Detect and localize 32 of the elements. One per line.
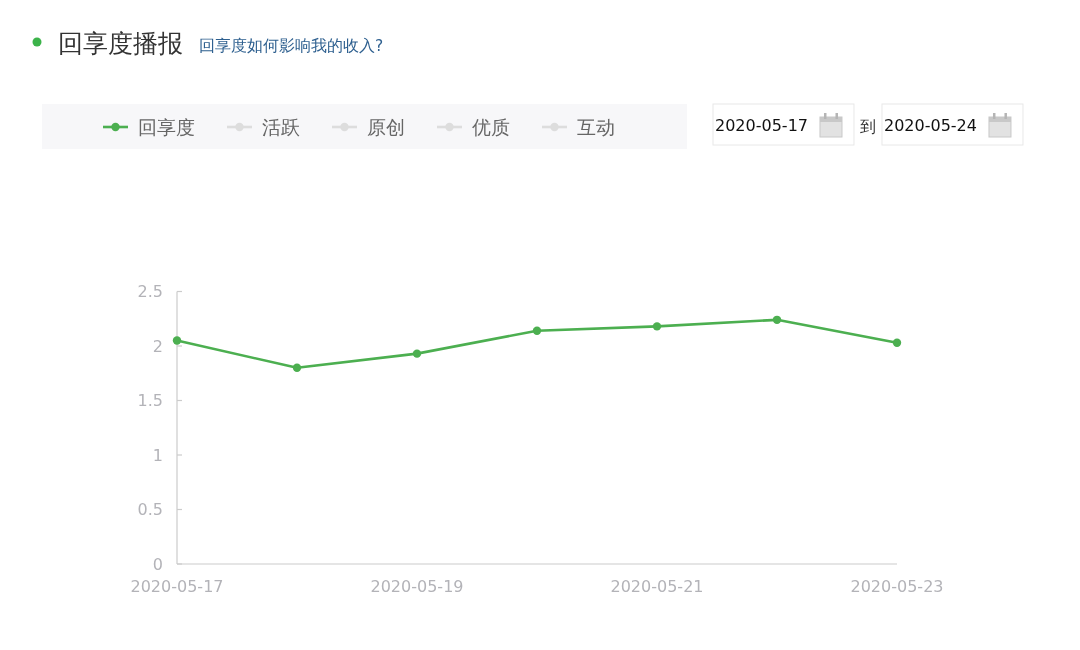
chart-subtitle: 回享度如何影响我的收入?	[199, 37, 384, 55]
legend-item: 活跃	[227, 116, 300, 138]
legend-label: 活跃	[262, 116, 300, 138]
y-tick-label: 0.5	[137, 500, 163, 519]
legend-item: 回享度	[103, 116, 195, 138]
y-tick-label: 2	[152, 336, 163, 356]
point	[172, 336, 182, 345]
x-tick-label: 2020-05-23	[850, 577, 944, 596]
x-tick-label: 2020-05-17	[130, 577, 224, 596]
point	[772, 315, 782, 325]
point	[652, 322, 662, 331]
y-tick-label: 2.5	[137, 282, 163, 301]
text: 2020-05-24	[883, 116, 977, 135]
legend-label: 原创	[367, 116, 405, 138]
text: 2020-05-17	[715, 116, 808, 135]
y-tick-label: 1.5	[137, 391, 163, 410]
point	[892, 338, 902, 347]
legend-label: 优质	[472, 116, 510, 138]
chart-title: 回享度播报	[58, 29, 183, 58]
legend-label: 回享度	[138, 116, 195, 138]
legend-item: 原创	[332, 116, 405, 138]
legend-item: 优质	[437, 116, 510, 138]
y-tick-label: 0	[152, 554, 163, 574]
point	[532, 326, 542, 335]
y-tick-label: 1	[152, 445, 163, 465]
legend-label: 互动	[577, 116, 615, 138]
x-tick-label: 2020-05-19	[370, 577, 464, 596]
point	[412, 349, 422, 358]
legend-item: 互动	[542, 116, 615, 138]
text: 到	[859, 117, 876, 136]
point	[292, 363, 302, 372]
x-tick-label: 2020-05-21	[610, 577, 704, 596]
